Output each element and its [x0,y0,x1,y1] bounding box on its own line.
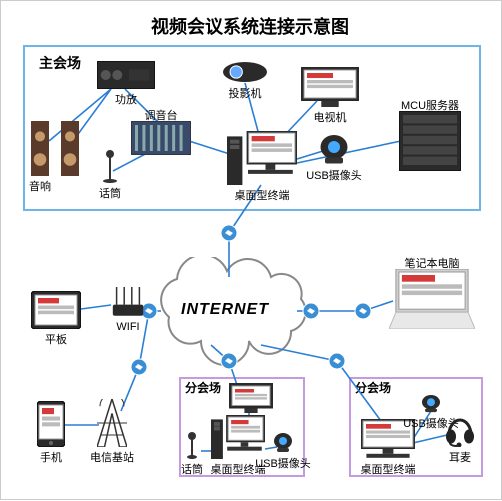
sub1_tv-icon [229,383,273,413]
main-venue-label: 主会场 [39,53,81,73]
device-speaker_l-label: 音响 [29,178,51,194]
mixer-icon [131,121,191,155]
mic-icon [103,149,117,183]
phone-icon [37,401,65,447]
device-mic-label: 话筒 [99,185,121,201]
diagram-title: 视频会议系统连接示意图 [151,13,349,39]
amp-icon [97,61,155,89]
device-phone-label: 手机 [40,449,62,465]
usbcam1-icon [319,135,349,165]
device-tablet-label: 平板 [45,331,67,347]
speaker_r-icon [61,121,79,176]
device-amp-label: 功放 [115,91,137,107]
sub1_cam-icon [273,433,293,453]
device-projector-label: 投影机 [229,85,262,101]
internet-label: INTERNET [181,301,269,319]
device-sub1_cam-label: USB摄像头 [255,455,311,471]
tv-icon [301,67,359,107]
device-wifi-label: WIFI [116,321,139,333]
mcu-icon [399,111,461,171]
sub2_cam-icon [421,395,441,413]
diagram-canvas: 视频会议系统连接示意图 主会场 分会场 分会场 INTERNET 音响 功放调音台… [0,0,502,500]
sub-venue-label-2: 分会场 [355,379,391,396]
device-sub2_head-label: 耳麦 [449,449,471,465]
desktop1-icon [227,131,297,185]
laptop-icon [389,269,475,329]
device-mcu-label: MCU服务器 [401,97,459,113]
device-laptop-label: 笔记本电脑 [405,255,460,271]
speaker_l-icon [31,121,49,176]
sub-venue-label-1: 分会场 [185,379,221,396]
sub2_head-icon [445,417,475,447]
tower-icon [97,399,127,447]
tablet-icon [31,291,81,329]
device-tv-label: 电视机 [314,109,347,125]
device-sub1_mic-label: 话筒 [181,461,203,477]
device-desktop1-label: 桌面型终端 [235,187,290,203]
device-tower-label: 电信基站 [90,449,134,465]
device-sub2_desk-label: 桌面型终端 [361,461,416,477]
device-mixer-label: 调音台 [145,107,178,123]
device-usbcam1-label: USB摄像头 [306,167,362,183]
projector-icon [223,61,267,83]
sub1_desk-icon [211,415,265,459]
sub1_mic-icon [187,431,197,459]
wifi-icon [109,287,147,319]
